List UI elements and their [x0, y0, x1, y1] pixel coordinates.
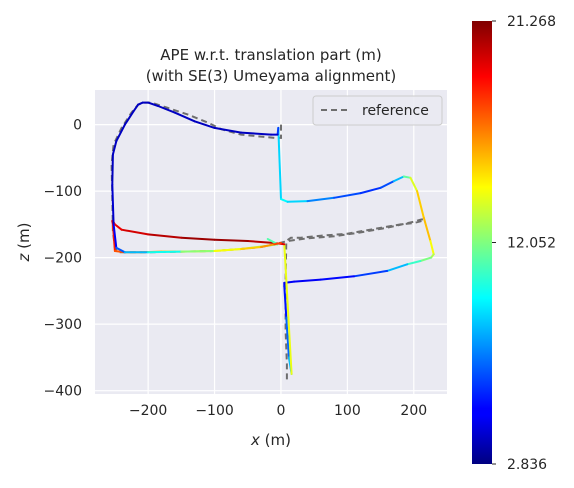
estimate-segment: [132, 103, 140, 113]
x-tick-labels: −200 −100 0 100 200: [129, 403, 427, 419]
estimate-segment: [111, 183, 115, 226]
estimate-segment: [280, 198, 289, 203]
estimate-segment: [277, 126, 282, 201]
estimate-segment: [319, 275, 355, 281]
estimate-segment: [359, 186, 382, 195]
estimate-segment: [402, 175, 412, 179]
legend-label-reference: reference: [362, 103, 429, 119]
estimate-segment: [115, 246, 126, 254]
x-axis-label-unit: (m): [260, 431, 291, 449]
estimate-segment: [392, 175, 405, 183]
estimate-segment: [173, 111, 196, 123]
y-tick-label: 0: [73, 118, 82, 134]
estimate-segment: [147, 233, 183, 239]
estimate-segment: [409, 176, 419, 193]
y-axis-label-unit: (m): [15, 223, 33, 254]
estimate-segment: [283, 285, 288, 319]
y-axis-label: z (m): [15, 223, 33, 263]
colorbar-tick-label: 12.052: [507, 236, 556, 252]
chart-title-line1: APE w.r.t. translation part (m): [160, 46, 381, 64]
y-tick-label: −200: [44, 251, 82, 267]
estimate-segment: [147, 250, 183, 254]
estimate-segment: [293, 278, 322, 283]
estimate-segment: [283, 243, 293, 375]
y-tick-labels: 0 −100 −200 −300 −400: [44, 118, 82, 400]
estimate-segment: [429, 240, 435, 256]
estimate-segment: [193, 120, 216, 129]
estimate-segment: [353, 269, 389, 278]
colorbar-ticks: 21.268 12.052 2.836: [492, 14, 556, 473]
x-tick-label: 200: [400, 403, 427, 419]
x-tick-label: 100: [334, 403, 361, 419]
estimate-segment: [260, 243, 276, 248]
estimate-segment: [422, 216, 432, 242]
estimate-segment: [180, 250, 216, 253]
y-tick-label: −300: [44, 317, 82, 333]
estimate-segment: [379, 180, 395, 189]
estimate-segment: [419, 256, 433, 262]
estimate-segment: [240, 131, 272, 136]
estimate-segment: [115, 123, 126, 143]
x-tick-label: 0: [277, 403, 286, 419]
estimate-segment: [111, 153, 114, 186]
estimate-segment: [112, 223, 118, 249]
y-tick-label: −100: [44, 184, 82, 200]
y-tick-label: −400: [44, 384, 82, 400]
estimate-segment: [213, 248, 243, 252]
x-axis-label-var: x: [250, 431, 260, 449]
estimate-segment: [416, 190, 425, 219]
estimate-segment: [286, 200, 309, 203]
estimate-segment: [333, 192, 362, 199]
estimate-segment: [180, 236, 216, 241]
chart-title-line2: (with SE(3) Umeyama alignment): [146, 67, 397, 85]
estimate-segment: [285, 316, 290, 359]
estimate-segment: [273, 242, 282, 246]
estimate-segment: [157, 105, 176, 114]
estimate-segment: [213, 126, 243, 134]
estimate-segment: [113, 223, 123, 231]
x-tick-label: −200: [129, 403, 167, 419]
estimate-segment: [147, 101, 160, 107]
estimate-segment: [406, 260, 422, 266]
estimate-segment: [240, 246, 262, 250]
x-axis-label: x (m): [250, 431, 291, 449]
estimate-segment: [276, 126, 280, 136]
estimate-segment: [213, 238, 249, 242]
colorbar: [472, 21, 492, 464]
estimate-path: [111, 101, 435, 375]
estimate-segment: [120, 228, 150, 236]
x-tick-label: −100: [195, 403, 233, 419]
estimate-segment: [246, 240, 276, 244]
estimate-segment: [386, 263, 409, 272]
estimate-segment: [306, 196, 336, 203]
colorbar-tick-label: 21.268: [507, 14, 556, 30]
estimate-segment: [111, 140, 118, 156]
legend: reference: [312, 95, 443, 126]
colorbar-tick-label: 2.836: [507, 457, 547, 473]
estimate-segment: [123, 110, 135, 126]
legend-box: [312, 95, 443, 126]
y-axis-label-var: z: [15, 252, 33, 262]
